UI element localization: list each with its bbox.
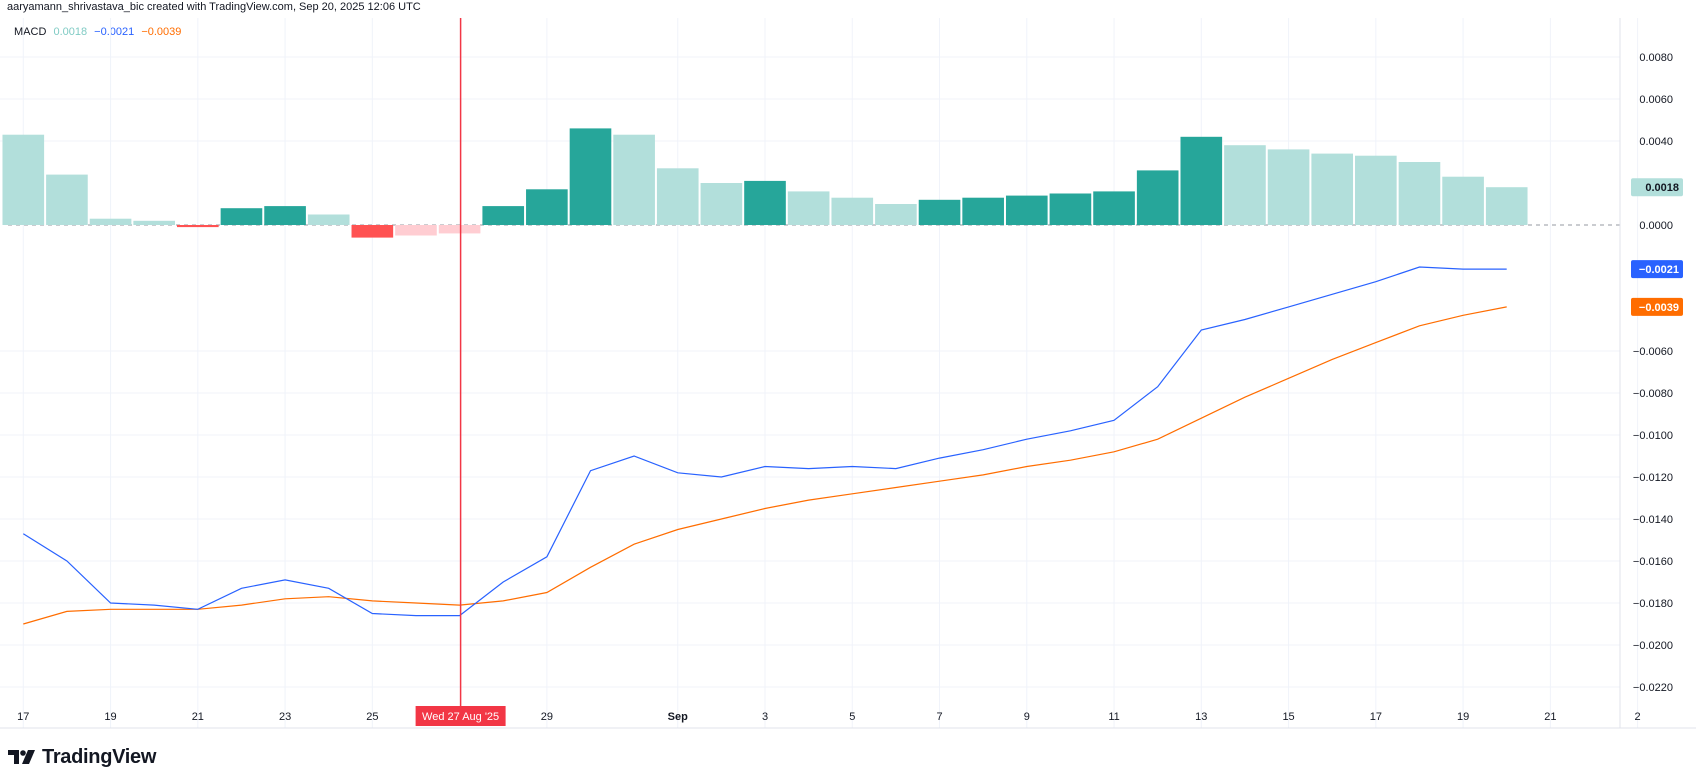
- time-axis-label: 17: [1370, 711, 1382, 723]
- histogram-bar: [1442, 176, 1484, 225]
- histogram-bar: [46, 174, 88, 225]
- price-axis[interactable]: 0.0080 0.0060 0.0040 0.0000 −0.0060 −0.0080 −0…: [1633, 52, 1673, 694]
- histogram-bar: [656, 168, 699, 225]
- histogram-bar: [351, 225, 394, 238]
- histogram-bar: [1136, 170, 1179, 225]
- histogram-bar: [875, 204, 917, 225]
- last-value-badge: [1631, 260, 1683, 279]
- price-axis-label: −0.0160: [1633, 556, 1673, 568]
- last-value-badges: 0.0018 −0.0021 −0.0039: [1631, 178, 1683, 316]
- price-axis-label: 0.0080: [1639, 52, 1673, 64]
- grid: [0, 18, 1639, 728]
- time-axis-label: 19: [1457, 711, 1469, 723]
- last-value-badge: [1631, 178, 1683, 197]
- time-axis-label: 21: [192, 711, 204, 723]
- histogram-bar: [2, 134, 45, 225]
- price-axis-label: −0.0080: [1633, 388, 1673, 400]
- price-axis-label: −0.0120: [1633, 472, 1673, 484]
- price-axis-label: 0.0060: [1639, 94, 1673, 106]
- crosshair-date-badge: [415, 706, 506, 726]
- macd-lines: [22, 266, 1507, 625]
- crosshair-date-label: Wed 27 Aug '25: [422, 711, 499, 723]
- histogram-bar: [1005, 195, 1048, 225]
- histogram-bar: [1093, 191, 1135, 225]
- price-axis-label: 0.0040: [1639, 136, 1673, 148]
- tradingview-logo-icon: [8, 750, 35, 764]
- histogram-bar: [482, 206, 525, 225]
- histogram-bar: [962, 197, 1004, 225]
- time-axis-label: 2: [1635, 711, 1641, 723]
- price-axis-label: −0.0200: [1633, 640, 1673, 652]
- histogram-bar: [526, 189, 568, 225]
- histogram-bar: [700, 183, 743, 225]
- last-value-badge-text: 0.0018: [1645, 182, 1679, 194]
- histogram-bar: [1224, 145, 1266, 225]
- histogram-bar: [744, 180, 786, 225]
- time-axis-label: 23: [279, 711, 291, 723]
- last-value-badge-text: −0.0039: [1639, 302, 1679, 314]
- histogram-bar: [177, 225, 219, 228]
- histogram-bar: [220, 208, 263, 225]
- histogram-bar: [133, 220, 176, 225]
- histogram-bar: [613, 134, 655, 225]
- last-value-badge: [1631, 297, 1683, 316]
- time-axis-label: 25: [366, 711, 378, 723]
- histogram-bars: [2, 128, 1528, 238]
- crosshair: Wed 27 Aug '25: [415, 18, 506, 726]
- time-axis-label: 21: [1544, 711, 1556, 723]
- histogram-bar: [1355, 155, 1397, 225]
- time-axis-label: 19: [104, 711, 116, 723]
- histogram-bar: [264, 206, 306, 225]
- histogram-bar: [307, 214, 350, 225]
- time-axis-label: 15: [1282, 711, 1294, 723]
- time-axis-label: 7: [936, 711, 942, 723]
- tradingview-brand[interactable]: TradingView: [8, 744, 156, 770]
- histogram-bar: [1180, 136, 1223, 225]
- last-value-badge-text: −0.0021: [1639, 264, 1679, 276]
- time-axis-label: 9: [1024, 711, 1030, 723]
- time-axis[interactable]: 17 19 21 23 25 29 Sep 3 5 7 9 11 13 15 17 19 21 2: [17, 711, 1640, 723]
- price-axis-label: −0.0100: [1633, 430, 1673, 442]
- histogram-bar: [1267, 149, 1310, 225]
- histogram-bar: [438, 225, 481, 234]
- histogram-bar: [918, 199, 961, 225]
- time-axis-label: 29: [541, 711, 553, 723]
- indicator-legend[interactable]: MACD 0.0018 −0.0021 −0.0039: [14, 26, 185, 38]
- histogram-bar: [1311, 153, 1354, 225]
- signal-line: [23, 306, 1507, 625]
- legend-macd-value: −0.0021: [94, 26, 135, 38]
- tradingview-wordmark: TradingView: [42, 745, 157, 768]
- legend-signal-value: −0.0039: [141, 26, 182, 38]
- price-axis-label: −0.0180: [1633, 598, 1673, 610]
- macd-line: [22, 266, 1507, 617]
- price-axis-label: −0.0140: [1633, 514, 1673, 526]
- price-axis-label: −0.0060: [1633, 346, 1673, 358]
- chart-credit: aaryamann_shrivastava_bic created with T…: [7, 1, 421, 13]
- price-axis-label: −0.0220: [1633, 682, 1673, 694]
- legend-histogram-value: 0.0018: [53, 26, 88, 38]
- time-axis-label: 17: [17, 711, 29, 723]
- price-axis-label: 0.0000: [1639, 220, 1673, 232]
- histogram-bar: [395, 225, 437, 236]
- histogram-bar: [1398, 162, 1441, 225]
- time-axis-label: 5: [849, 711, 855, 723]
- histogram-bar: [831, 197, 874, 225]
- time-axis-label: 13: [1195, 711, 1207, 723]
- time-axis-label: Sep: [668, 711, 688, 723]
- histogram-bar: [1049, 193, 1092, 225]
- time-axis-label: 11: [1108, 711, 1119, 723]
- histogram-bar: [89, 218, 132, 225]
- histogram-bar: [1485, 187, 1528, 225]
- histogram-bar: [787, 191, 830, 225]
- time-axis-label: 3: [762, 711, 768, 723]
- histogram-bar: [569, 128, 612, 225]
- legend-indicator-name[interactable]: MACD: [14, 26, 47, 38]
